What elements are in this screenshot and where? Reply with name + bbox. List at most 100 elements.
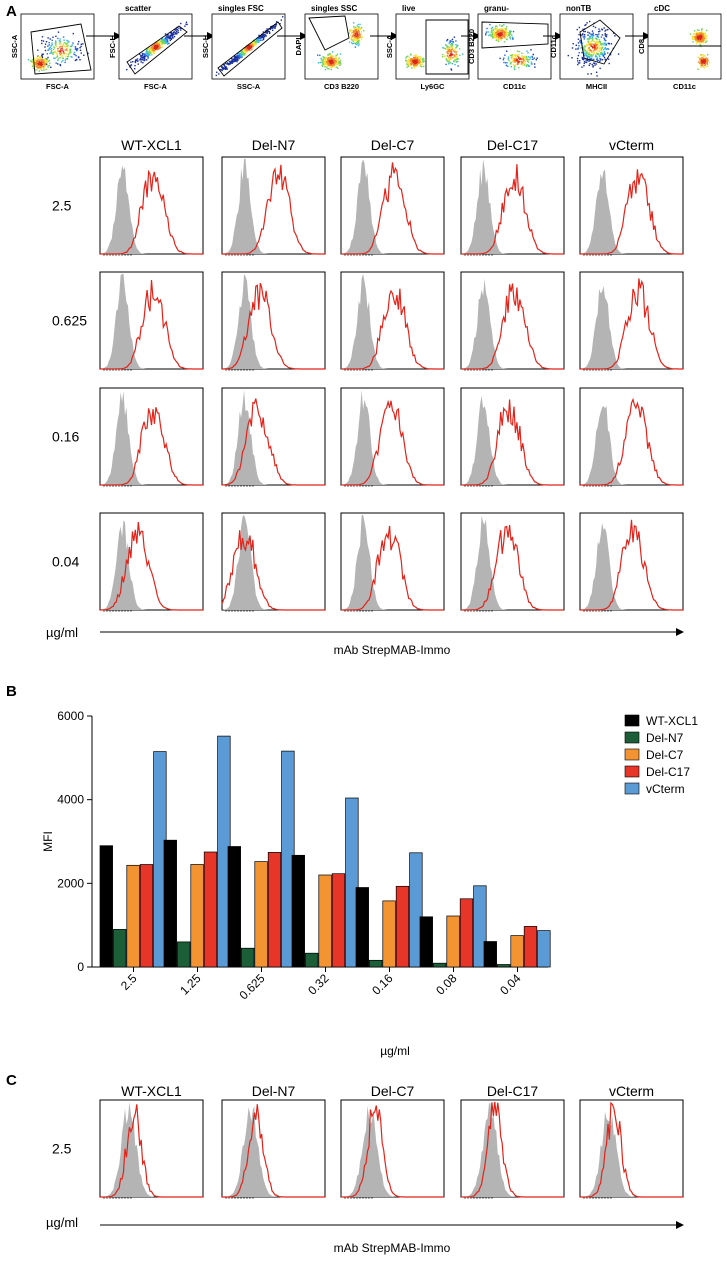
histogram-control-peak bbox=[100, 391, 203, 485]
bar-del-n7 bbox=[113, 929, 127, 968]
histogram-stained-peak bbox=[461, 283, 564, 370]
bar-del-c7 bbox=[446, 915, 460, 968]
bar-del-c7 bbox=[190, 864, 204, 968]
histogram-control-peak bbox=[222, 1106, 325, 1197]
histogram bbox=[340, 156, 445, 256]
histogram-stained-peak bbox=[461, 524, 564, 611]
y-tick-label: 6000 bbox=[57, 709, 84, 723]
histogram-control-peak bbox=[580, 405, 683, 485]
bar-del-n7 bbox=[177, 941, 191, 968]
histogram-control-peak bbox=[222, 273, 325, 369]
legend-swatch bbox=[624, 714, 640, 727]
bar-vcterm bbox=[409, 852, 423, 968]
gating-strategy: FSC-A SSC-A scatter FSC-A FSC-H singles FSC SS… bbox=[10, 4, 722, 91]
bar-wt-xcl1 bbox=[483, 941, 497, 968]
gating-title: scatter bbox=[125, 4, 151, 13]
bar-del-n7 bbox=[241, 947, 255, 968]
bar-del-n7 bbox=[369, 959, 383, 968]
histogram-frame bbox=[221, 1099, 326, 1198]
gating-gate bbox=[217, 21, 283, 77]
gating-plot-8: cDC CD11c CD8 bbox=[637, 4, 722, 91]
y-tick-label: 2000 bbox=[57, 876, 84, 890]
column-title: vCterm bbox=[609, 137, 654, 153]
histogram-control-peak bbox=[341, 273, 444, 369]
gating-title: cDC bbox=[654, 4, 670, 13]
gating-gate bbox=[425, 19, 469, 75]
row-label: 2.5 bbox=[52, 1141, 72, 1157]
row-label: 0.04 bbox=[52, 554, 79, 570]
bar-wt-xcl1 bbox=[99, 845, 113, 968]
bar-del-c17 bbox=[395, 885, 410, 968]
histogram-stained-peak bbox=[222, 1104, 325, 1198]
x-tick-label: 2.5 bbox=[118, 971, 140, 993]
histogram-stained-peak bbox=[461, 399, 564, 486]
bar-del-c17 bbox=[139, 864, 154, 968]
histogram bbox=[99, 156, 204, 256]
histogram-stained-peak bbox=[100, 279, 203, 370]
histogram bbox=[221, 156, 326, 256]
bar-wt-xcl1 bbox=[163, 839, 177, 968]
histogram-stained-peak bbox=[221, 530, 325, 611]
bar-wt-xcl1 bbox=[355, 887, 369, 968]
histogram bbox=[99, 387, 204, 487]
gating-gate bbox=[30, 23, 92, 75]
gating-frame bbox=[395, 13, 470, 80]
gating-xlabel: SSC-A bbox=[237, 82, 261, 91]
gating-ylabel: FSC-H bbox=[108, 35, 117, 58]
histogram-control-peak bbox=[222, 389, 325, 485]
column-title: vCterm bbox=[609, 1083, 654, 1099]
bar-del-c7 bbox=[318, 874, 332, 968]
histogram bbox=[99, 271, 204, 371]
gating-plot-4: singles SSC CD3 B220 DAPI bbox=[294, 4, 399, 91]
gating-ylabel: CD3 B220 bbox=[467, 29, 476, 64]
histogram bbox=[340, 271, 445, 371]
gating-xlabel: CD3 B220 bbox=[324, 82, 359, 91]
bar-del-n7 bbox=[497, 964, 511, 968]
legend-label: vCterm bbox=[646, 782, 685, 796]
gating-plot-6: granu- CD11c CD3 B220 bbox=[467, 4, 563, 91]
histogram-stained-peak bbox=[580, 519, 683, 611]
gating-plot-7: nonTB MHCII CD11c bbox=[549, 4, 651, 91]
histogram bbox=[460, 271, 565, 371]
bar-wt-xcl1 bbox=[419, 916, 433, 968]
bar-del-c17 bbox=[523, 926, 538, 968]
column-title: Del-C17 bbox=[487, 137, 539, 153]
bar-del-c7 bbox=[254, 861, 268, 968]
bar-wt-xcl1 bbox=[291, 854, 305, 968]
histogram-control-peak bbox=[100, 165, 203, 254]
histogram bbox=[221, 512, 326, 612]
histogram-control-peak bbox=[461, 1102, 564, 1197]
bar-del-c17 bbox=[331, 873, 346, 968]
histogram-control-peak bbox=[100, 273, 203, 369]
histogram-stained-peak bbox=[341, 162, 444, 255]
x-tick-label: 0.04 bbox=[497, 971, 524, 998]
histogram-stained-peak bbox=[100, 522, 203, 611]
gating-xlabel: Ly6GC bbox=[421, 82, 445, 91]
gating-title: granu- bbox=[484, 4, 509, 13]
histogram bbox=[221, 271, 326, 371]
gating-title: singles SSC bbox=[311, 4, 357, 13]
histogram bbox=[340, 387, 445, 487]
x-tick-label: 0.08 bbox=[433, 971, 460, 998]
histogram-stained-peak bbox=[100, 1104, 203, 1198]
histogram-control-peak bbox=[461, 158, 564, 254]
histogram-control-peak bbox=[580, 285, 683, 369]
gating-ylabel: DAPI bbox=[294, 38, 303, 56]
gating-plot-3: singles FSC SSC-A SSC-H bbox=[201, 4, 308, 91]
histogram-control-peak bbox=[580, 522, 683, 610]
y-axis-label: MFI bbox=[41, 831, 55, 852]
histogram-stained-peak bbox=[461, 1101, 564, 1198]
gating-plot-2: scatter FSC-A FSC-H bbox=[108, 4, 215, 91]
histogram-stained-peak bbox=[341, 525, 444, 611]
column-title: Del-C7 bbox=[371, 1083, 415, 1099]
bar-vcterm bbox=[345, 797, 359, 968]
histogram-stained-peak bbox=[341, 399, 444, 486]
histogram-control-peak bbox=[461, 515, 564, 610]
gating-gate bbox=[481, 21, 549, 49]
gating-xlabel: FSC-A bbox=[46, 82, 69, 91]
bar-vcterm bbox=[537, 930, 551, 968]
bar-del-c17 bbox=[267, 852, 282, 968]
histogram bbox=[340, 1099, 445, 1199]
gating-title: live bbox=[402, 4, 416, 13]
